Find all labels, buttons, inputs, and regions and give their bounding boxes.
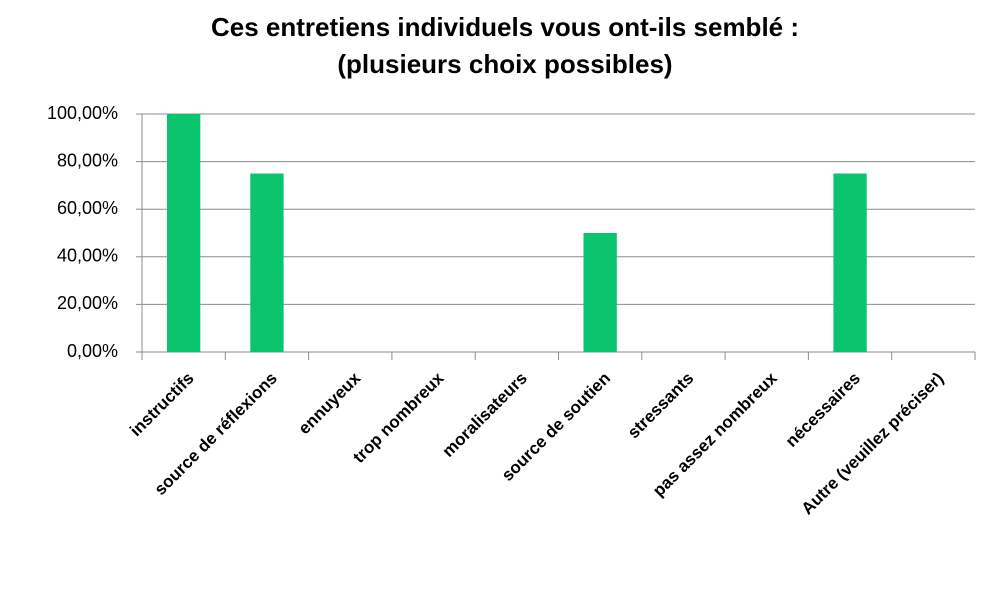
x-tick-label: moralisateurs xyxy=(439,369,531,461)
x-tick-label: instructifs xyxy=(126,369,198,441)
y-tick-label: 60,00% xyxy=(57,198,118,218)
chart-title: (plusieurs choix possibles) xyxy=(337,49,672,79)
x-tick-label: nécessaires xyxy=(782,369,864,451)
x-tick-label: Autre (veuillez préciser) xyxy=(798,369,948,519)
chart-title: Ces entretiens individuels vous ont-ils … xyxy=(211,12,799,42)
y-tick-label: 0,00% xyxy=(67,341,118,361)
y-tick-label: 100,00% xyxy=(47,103,118,123)
bar xyxy=(166,114,201,352)
y-tick-label: 20,00% xyxy=(57,293,118,313)
y-tick-label: 40,00% xyxy=(57,246,118,266)
x-tick-label: ennuyeux xyxy=(295,368,365,438)
x-tick-label: stressants xyxy=(624,369,698,443)
y-tick-label: 80,00% xyxy=(57,150,118,170)
bar xyxy=(833,173,867,352)
bar xyxy=(250,173,284,352)
x-tick-label: trop nombreux xyxy=(349,368,448,467)
bar xyxy=(583,233,617,352)
